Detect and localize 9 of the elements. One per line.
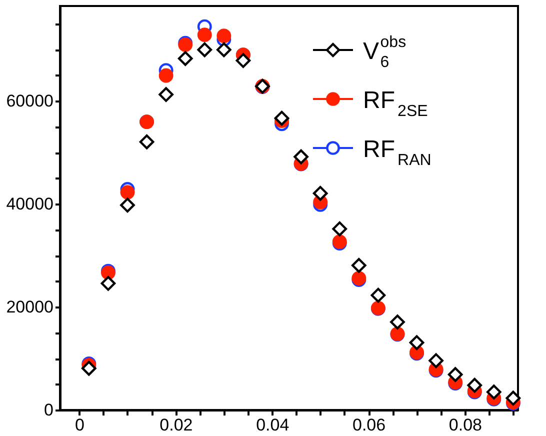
- x-tick-label: 0: [75, 416, 85, 434]
- y-tick-label: 40000: [6, 194, 54, 214]
- x-tick-label: 0.08: [448, 416, 482, 434]
- y-tick-label: 0: [44, 400, 54, 420]
- x-tick-label: 0.06: [352, 416, 386, 434]
- y-tick-label: 20000: [6, 298, 54, 317]
- x-tick-label: 0.04: [256, 416, 290, 434]
- x-tick-label: 0.02: [160, 416, 193, 434]
- y-tick-label: 60000: [6, 92, 54, 111]
